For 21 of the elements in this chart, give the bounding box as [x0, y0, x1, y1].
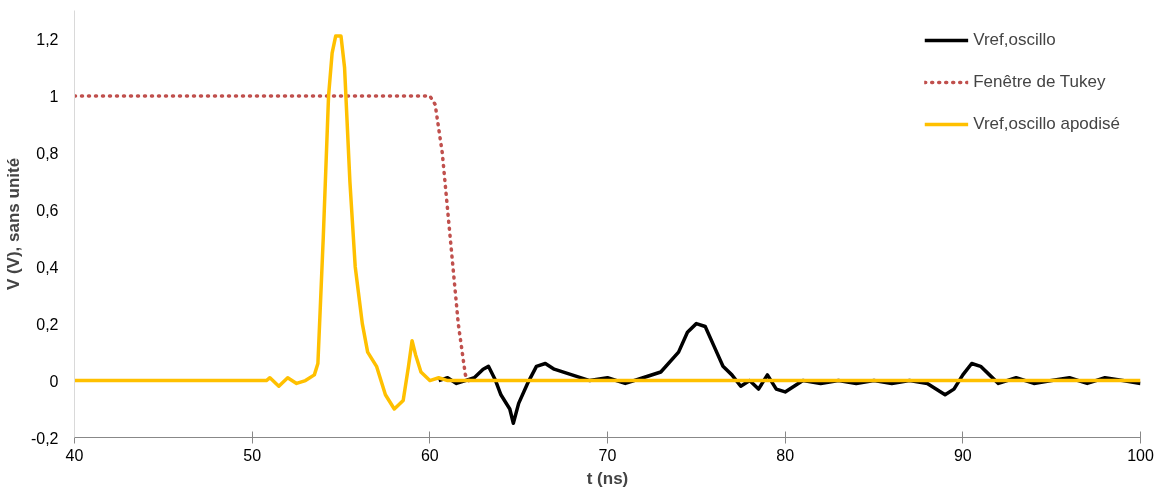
- x-tick-label: 70: [598, 446, 617, 464]
- y-tick-label: -0,2: [30, 429, 59, 447]
- x-tick-label: 40: [65, 446, 84, 464]
- x-tick-label: 90: [953, 446, 972, 464]
- x-tick-label: 80: [776, 446, 795, 464]
- x-axis-title: t (ns): [586, 468, 629, 488]
- y-tick-label: 0: [49, 372, 59, 390]
- legend-label: Vref,oscillo: [973, 30, 1056, 50]
- x-tick-label: 60: [420, 446, 439, 464]
- legend-label: Fenêtre de Tukey: [973, 72, 1106, 92]
- x-tick-label: 100: [1127, 446, 1154, 464]
- line-series: [74, 34, 1141, 411]
- y-tick-label: 0,6: [36, 201, 59, 219]
- y-tick-label: 0,2: [36, 315, 59, 333]
- y-tick-label: 0,8: [36, 144, 59, 162]
- y-axis-title: V (V), sans unité: [3, 157, 23, 291]
- x-tick-label: 50: [243, 446, 262, 464]
- y-tick-label: 0,4: [36, 258, 59, 276]
- y-tick-label: 1,2: [36, 30, 59, 48]
- y-tick-label: 1: [49, 87, 59, 105]
- legend-label: Vref,oscillo apodisé: [973, 114, 1120, 134]
